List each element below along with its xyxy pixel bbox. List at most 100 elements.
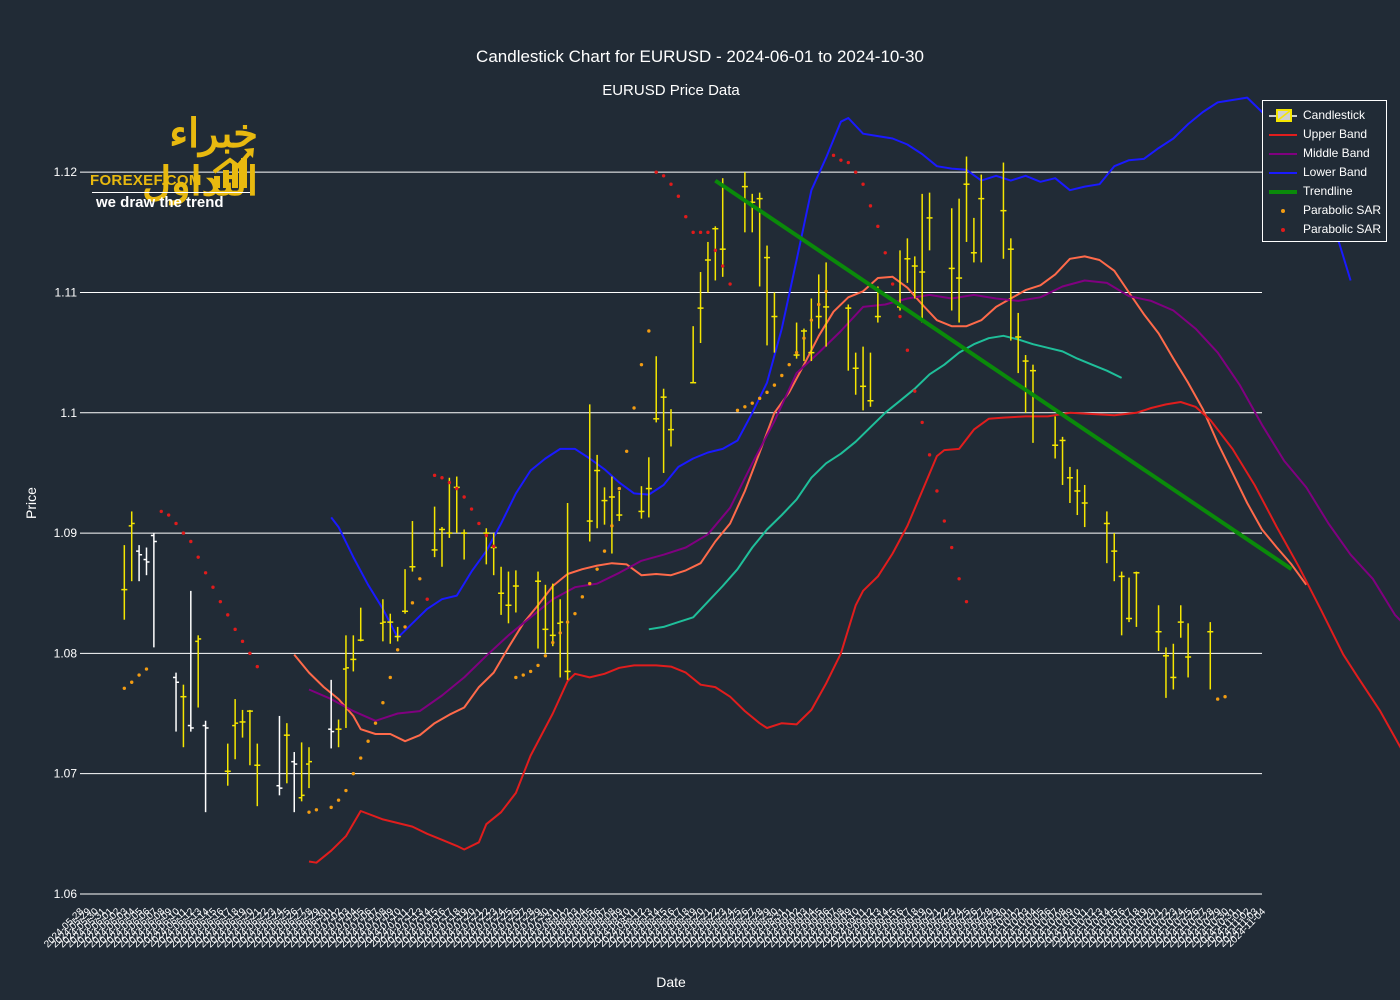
bullish-candle [594,454,601,529]
bearish-candle [150,533,157,648]
bullish-candle [1081,484,1088,528]
bullish-candle [431,506,438,558]
bullish-candle [1162,647,1169,698]
sar-dot-orange [624,449,629,453]
sar-dot-orange [543,654,548,658]
sar-dot-red [920,420,924,425]
bullish-candle [357,607,364,642]
forexef-logo: خبراء التداول FOREXEF.COM we draw the tr… [88,110,258,214]
legend-swatch-icon [1281,228,1285,232]
sar-dot-orange [617,486,621,491]
bullish-candle [660,388,667,473]
bullish-candle [557,599,564,678]
bar-chart-logo-icon [212,148,254,188]
legend-item[interactable]: Middle Band [1263,144,1387,163]
bullish-candle [719,178,726,277]
legend-item[interactable]: Parabolic SAR [1263,220,1387,239]
sar-dot-red [218,599,223,604]
y-tick-label: 1.08 [54,646,78,660]
bearish-candle [276,715,283,796]
bearish-candle [291,752,298,813]
sar-dot-red [890,282,895,286]
sar-dot-red [868,204,873,208]
bullish-candle [1126,577,1133,623]
bullish-candle [1007,238,1014,341]
bullish-candle [1103,511,1110,564]
bullish-candle [823,262,830,347]
sar-dot-orange [144,667,149,671]
sar-dot-orange [410,601,415,605]
sar-dot-orange [735,408,740,413]
sar-dot-orange [824,289,828,293]
sar-dot-orange [1215,697,1220,701]
y-tick-label: 1.07 [54,767,78,781]
logo-brand-text: FOREXEF.COM [90,172,202,189]
bullish-candle [121,545,128,620]
y-tick-label: 1.06 [54,887,78,901]
legend-item[interactable]: Candlestick [1263,106,1387,125]
bullish-candle [926,192,933,251]
parabolic-sar-dots [122,153,1227,814]
bullish-candle [601,487,608,525]
bullish-candle [1118,571,1125,636]
legend-item[interactable]: Parabolic SAR [1263,201,1387,220]
sar-dot-red [913,389,917,393]
sar-dot-red [883,251,887,255]
bullish-candle [549,583,556,647]
sar-dot-orange [610,524,614,528]
teal-moving-average-line [648,334,1123,631]
legend-dot [1281,209,1285,213]
sar-dot-red [196,555,200,559]
bullish-candle [342,635,349,728]
x-axis-ticks: 2024-05-282024-05-292024-05-302024-05-31… [42,906,1268,950]
bullish-candle [564,503,571,680]
chart-title: Candlestick Chart for EURUSD - 2024-06-0… [476,47,924,66]
bullish-candle [438,527,445,567]
bullish-candle [128,511,135,582]
sar-dot-orange [595,567,599,571]
sar-dot-orange [528,669,533,674]
bullish-candle [195,635,202,708]
bullish-candle [911,256,918,299]
sar-dot-red [174,521,178,526]
sar-dot-red [166,513,171,517]
y-tick-label: 1.11 [55,285,78,299]
bullish-candle [306,747,313,789]
sar-dot-orange [514,675,518,680]
trendline [714,178,1293,571]
sar-dot-red [713,248,718,253]
bullish-candle [1052,416,1059,459]
sar-dot-red [942,519,947,523]
sar-dot-orange [573,611,577,616]
candles [121,156,1214,813]
bullish-candle [298,742,305,802]
legend-item[interactable]: Upper Band [1263,125,1387,144]
sar-dot-red [721,264,725,268]
bullish-candle [239,709,246,738]
sar-dot-orange [403,625,407,629]
sar-dot-orange [359,756,363,760]
sar-dot-orange [639,362,644,367]
x-axis-label: Date [656,974,686,990]
sar-dot-orange [558,631,562,635]
legend-swatch-icon [1269,134,1297,136]
bullish-candle [608,476,615,554]
sar-dot-red [255,664,259,669]
bullish-candle [394,626,401,642]
bullish-candle [712,226,719,281]
sar-dot-red [233,627,237,632]
bullish-candle [800,328,807,362]
legend-label: Lower Band [1303,165,1368,179]
y-tick-label: 1.1 [60,406,77,420]
bullish-candle [1000,162,1007,259]
sar-dot-orange [373,721,378,725]
sar-dot-red [469,507,474,511]
bullish-candle [690,326,697,384]
legend-item[interactable]: Lower Band [1263,163,1387,182]
chart-legend: Candlestick Upper Band Middle Band Lower Ba… [1262,100,1387,242]
legend-item[interactable]: Trendline [1263,182,1387,201]
bullish-candle [246,709,253,766]
sar-dot-orange [314,808,319,812]
sar-dot-red [484,533,489,538]
